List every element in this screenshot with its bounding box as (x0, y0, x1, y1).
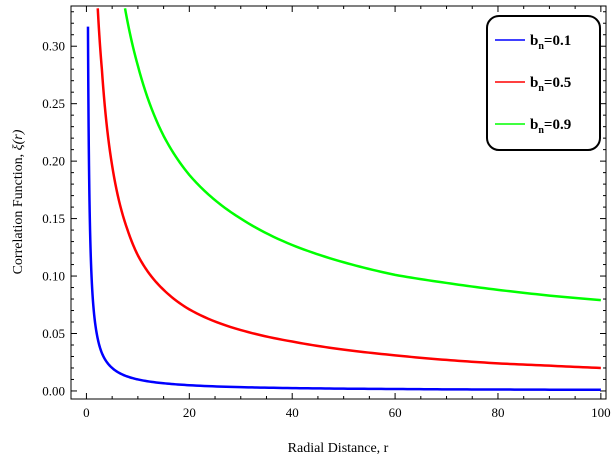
series-line-2 (96, 8, 601, 370)
x-tick-label: 40 (286, 405, 299, 420)
plot-frame (70, 5, 607, 400)
x-tick-label: 20 (183, 405, 196, 420)
x-tick-label: 100 (591, 405, 611, 420)
y-axis-title-symbol: ξ(r) (11, 129, 26, 150)
y-tick-label: 0.15 (42, 211, 65, 226)
y-tick-label: 0.20 (42, 154, 65, 169)
legend-label-3: bn=0.9 (530, 117, 571, 136)
axis-ticks (71, 6, 606, 399)
x-axis-title: Radial Distance, r (288, 441, 389, 456)
x-tick-label: 60 (389, 405, 402, 420)
series-line-3 (123, 8, 601, 302)
legend-box (486, 15, 601, 151)
legend-label-1: bn=0.1 (530, 33, 571, 52)
y-tick-label: 0.25 (42, 96, 65, 111)
tick-labels: 0 20 40 60 80 100 0.00 0.05 0.10 0.15 0.20 0.25 0.30 (42, 39, 610, 420)
y-axis-title: Correlation Function, ξ(r) (11, 129, 26, 274)
y-tick-label: 0.00 (42, 383, 65, 398)
legend: bn=0.1 bn=0.5 bn=0.9 (486, 15, 601, 151)
legend-entries: bn=0.1 bn=0.5 bn=0.9 (495, 33, 571, 136)
y-tick-label: 0.10 (42, 269, 65, 284)
y-axis-title-text: Correlation Function, (11, 150, 26, 274)
y-tick-label: 0.05 (42, 326, 65, 341)
series-line-1 (86, 26, 601, 392)
x-tick-label: 80 (491, 405, 504, 420)
y-tick-label: 0.30 (42, 39, 65, 54)
series-lines (86, 8, 601, 392)
x-tick-label: 0 (83, 405, 90, 420)
legend-label-2: bn=0.5 (530, 75, 571, 94)
